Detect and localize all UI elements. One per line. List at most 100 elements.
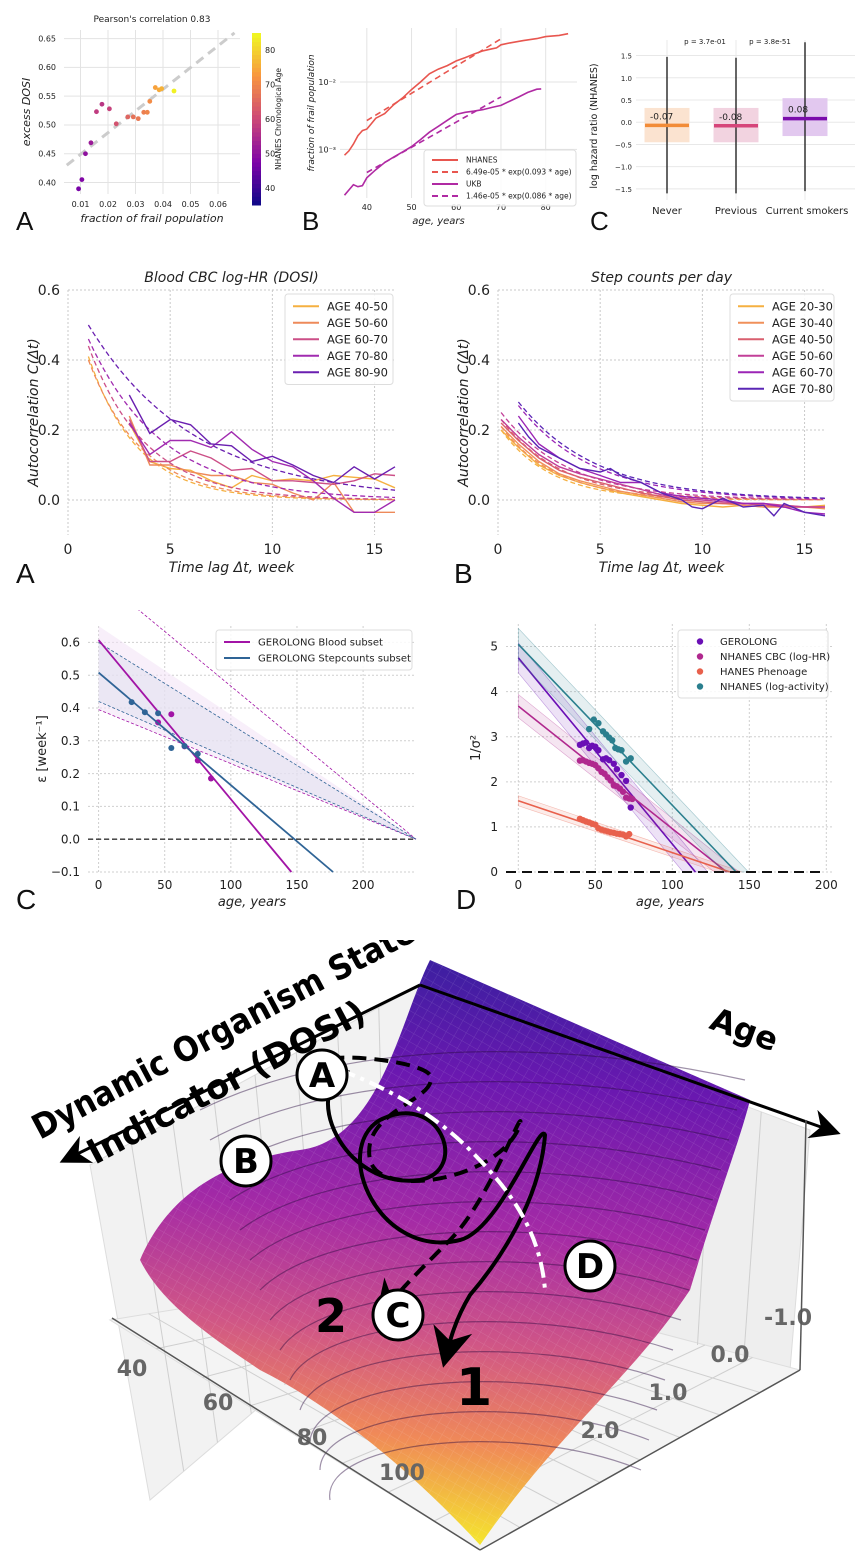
y-axis-label: 1/σ² [469, 735, 484, 761]
x-tick-label: 150 [738, 878, 761, 892]
x-tick-label: 0.05 [182, 200, 200, 209]
fit-curve [500, 419, 824, 501]
y-tick-label: 0.5 [61, 668, 80, 682]
age-tick-label: 80 [297, 1426, 328, 1451]
colorbar-tick-label: 70 [265, 81, 275, 90]
legend-label: AGE 60-70 [772, 365, 833, 379]
age-tick-label: 40 [117, 1357, 148, 1382]
y-tick-label: 0.6 [468, 283, 490, 299]
y-tick-label: 0.1 [61, 800, 80, 814]
colorbar-segment [252, 153, 261, 159]
data-point [629, 795, 636, 803]
median-label: 0.08 [788, 106, 808, 116]
age-tick-label: 100 [379, 1461, 425, 1486]
data-point [607, 777, 614, 784]
legend-box [284, 293, 394, 385]
marker-circle [371, 1288, 425, 1342]
x-tick-label: 60 [451, 203, 461, 212]
p-value-annotation: p = 3.8e-51 [749, 38, 791, 46]
band-edge [98, 701, 417, 840]
data-point [130, 114, 136, 120]
median-label: -0.08 [719, 113, 743, 123]
legend-label: NHANES [466, 156, 498, 165]
marker-label: A [309, 1056, 336, 1096]
x-tick-label: 5 [596, 542, 605, 558]
contour-line [249, 1201, 706, 1261]
chart-row2-a: 0 5 10 15 0.0 0.2 0.4 0.6 Time lag Δt, week Autoc… [26, 270, 396, 576]
legend-box [423, 149, 577, 207]
contour-line [229, 1141, 722, 1201]
pane-gridline [130, 1142, 185, 1472]
trajectory-label-2: 2 [315, 1289, 347, 1343]
y-tick-label: 2 [490, 775, 498, 789]
age-tick-label: 60 [203, 1391, 234, 1416]
data-point [152, 85, 158, 90]
legend-box [677, 629, 829, 699]
x-tick-label: 0 [64, 542, 73, 558]
y-tick-label: 4 [490, 685, 498, 699]
y-tick-label: −0.1 [51, 865, 80, 879]
series-line [343, 32, 569, 156]
colorbar-segment [252, 50, 261, 55]
colorbar-segment [252, 183, 261, 189]
y-tick-label: 1 [490, 820, 498, 834]
y-axis-label: ε [week⁻¹] [35, 715, 50, 783]
contour-line [259, 1231, 698, 1291]
data-point [128, 699, 135, 706]
colorbar-segment [252, 110, 261, 116]
data-point [605, 756, 613, 764]
y-tick-label: 0.45 [38, 150, 56, 159]
y-tick-label: 0.4 [468, 353, 490, 369]
colorbar-segment [252, 76, 261, 81]
colorbar-tick-label: 50 [265, 149, 275, 158]
band-edge [98, 642, 417, 840]
data-point [94, 109, 99, 115]
legend-label: GEROLONG [720, 637, 777, 648]
data-point [135, 116, 141, 122]
chart-dosi-surface: Dynamic Organism State Indicator (DOSI) … [25, 940, 841, 1551]
y-tick-label: 0.6 [61, 636, 80, 650]
x-tick-label: 10 [263, 542, 281, 558]
y-tick-label: 0.4 [38, 353, 60, 369]
legend-label: AGE 50-60 [327, 316, 388, 330]
y-tick-label: 0.2 [468, 423, 490, 439]
y-axis-label: excess DOSI [20, 78, 33, 146]
marker-circle [219, 1134, 273, 1188]
fit-curve [500, 412, 824, 500]
legend-label: UKB [466, 180, 482, 189]
panel-label-row3-c: C [16, 884, 37, 915]
y-tick-label: 0.6 [38, 283, 60, 299]
contour-line [279, 1291, 682, 1351]
y-axis-label: Autocorrelation C(Δt) [456, 338, 472, 487]
y-tick-label: 0 [490, 865, 498, 879]
fit-line [366, 38, 502, 122]
x-tick-label: 0.06 [209, 200, 227, 209]
colorbar-tick-label: 40 [265, 184, 275, 193]
dosi-axis-arrow [59, 983, 421, 1163]
contour-line [209, 1081, 738, 1141]
data-point [618, 747, 625, 754]
data-point [159, 86, 165, 92]
colorbar-segment [252, 166, 261, 172]
data-point [622, 758, 630, 765]
marker-label: C [386, 1296, 411, 1336]
colorbar-segment [252, 144, 261, 150]
colorbar [252, 33, 261, 206]
panel-label-row2-a: A [16, 558, 35, 589]
contour-line [199, 1051, 746, 1111]
data-point [585, 725, 593, 733]
data-point [113, 121, 119, 127]
panel-label-row3-d: D [456, 884, 477, 915]
y-tick-label: −1.0 [615, 164, 632, 172]
legend-label: AGE 50-60 [772, 349, 833, 363]
marker-circle [295, 1048, 349, 1102]
chart-row3-c: 0 50 100 150 200 −0.1 0.0 0.1 0.2 0.3 0.4 0.5 0.6 age… [35, 610, 417, 910]
data-point [144, 109, 150, 115]
trajectory-1 [325, 1070, 548, 1368]
series-line [128, 419, 396, 486]
y-tick-label: 0.55 [38, 92, 56, 101]
colorbar-segment [252, 41, 261, 47]
colorbar-segment [252, 179, 261, 184]
x-tick-label: 200 [352, 878, 375, 892]
colorbar-segment [252, 149, 261, 154]
